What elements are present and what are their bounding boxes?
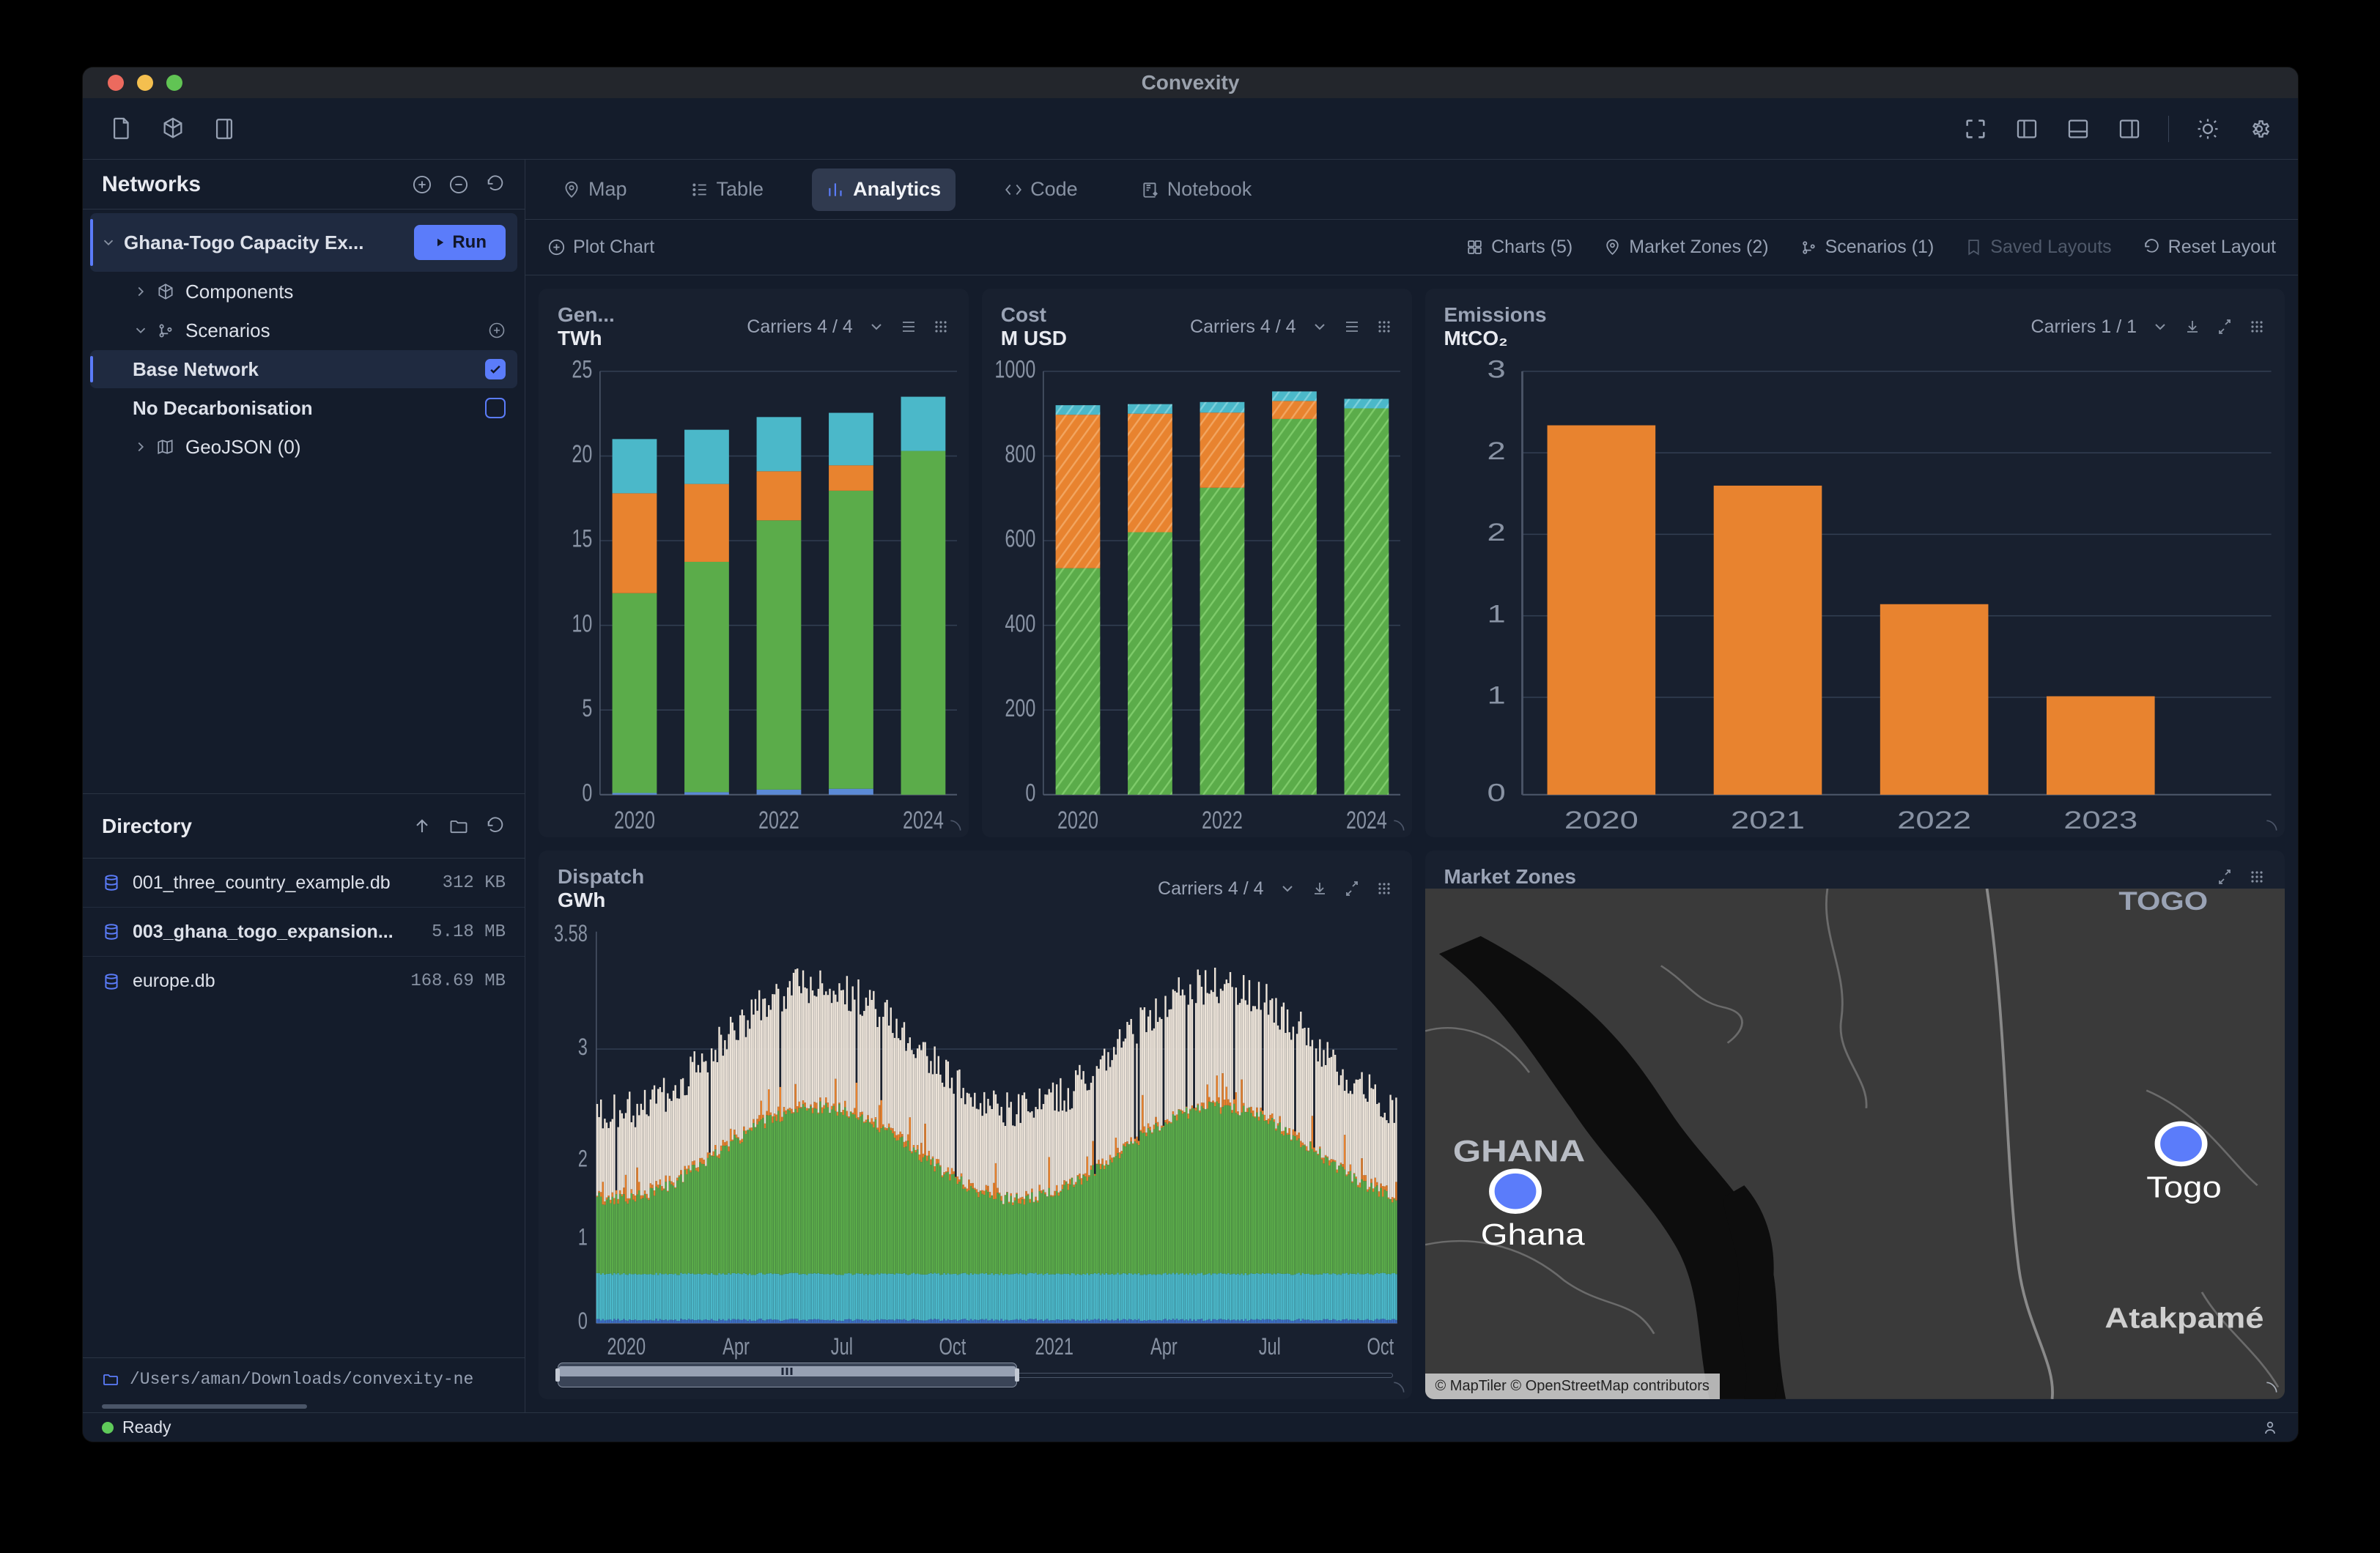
svg-text:GHANA: GHANA [1452, 1134, 1584, 1168]
svg-text:3: 3 [578, 1034, 588, 1060]
svg-text:2020: 2020 [607, 1334, 646, 1360]
svg-text:Apr: Apr [722, 1334, 750, 1360]
svg-text:Jul: Jul [1259, 1334, 1281, 1360]
svg-text:2020: 2020 [1057, 807, 1098, 835]
svg-text:3: 3 [1487, 355, 1505, 383]
svg-text:2022: 2022 [1897, 806, 1971, 834]
svg-text:2022: 2022 [758, 807, 799, 835]
svg-text:2021: 2021 [1731, 806, 1805, 834]
svg-text:2020: 2020 [1564, 806, 1638, 834]
svg-text:0: 0 [582, 779, 592, 807]
svg-text:2023: 2023 [2063, 806, 2137, 834]
svg-text:200: 200 [1005, 695, 1035, 723]
svg-text:Oct: Oct [939, 1334, 967, 1360]
svg-text:Atakpamé: Atakpamé [2104, 1302, 2263, 1334]
svg-text:Togo: Togo [2146, 1171, 2222, 1204]
svg-text:0: 0 [578, 1308, 588, 1334]
svg-text:25: 25 [572, 356, 592, 384]
svg-text:Ghana: Ghana [1480, 1218, 1585, 1251]
svg-text:10: 10 [572, 610, 592, 638]
svg-text:1: 1 [1487, 681, 1505, 709]
svg-text:1000: 1000 [994, 356, 1035, 384]
svg-text:800: 800 [1005, 441, 1035, 469]
svg-text:0: 0 [1487, 778, 1505, 807]
svg-text:2021: 2021 [1035, 1334, 1073, 1360]
svg-text:TOGO: TOGO [2118, 889, 2208, 916]
svg-text:400: 400 [1005, 610, 1035, 638]
svg-text:5: 5 [582, 695, 592, 723]
svg-text:Jul: Jul [831, 1334, 853, 1360]
svg-text:2024: 2024 [903, 807, 944, 835]
svg-text:2022: 2022 [1202, 807, 1243, 835]
svg-text:2024: 2024 [1346, 807, 1387, 835]
svg-text:2020: 2020 [614, 807, 655, 835]
svg-text:2: 2 [1487, 518, 1505, 546]
svg-text:20: 20 [572, 441, 592, 469]
svg-text:3.58: 3.58 [554, 921, 588, 946]
svg-text:1: 1 [578, 1224, 588, 1250]
svg-text:600: 600 [1005, 525, 1035, 553]
svg-text:15: 15 [572, 525, 592, 553]
svg-text:1: 1 [1487, 599, 1505, 628]
svg-text:2: 2 [578, 1146, 588, 1171]
svg-text:Oct: Oct [1367, 1334, 1394, 1360]
svg-text:2: 2 [1487, 436, 1505, 464]
svg-text:0: 0 [1025, 779, 1035, 807]
svg-text:Apr: Apr [1150, 1334, 1178, 1360]
